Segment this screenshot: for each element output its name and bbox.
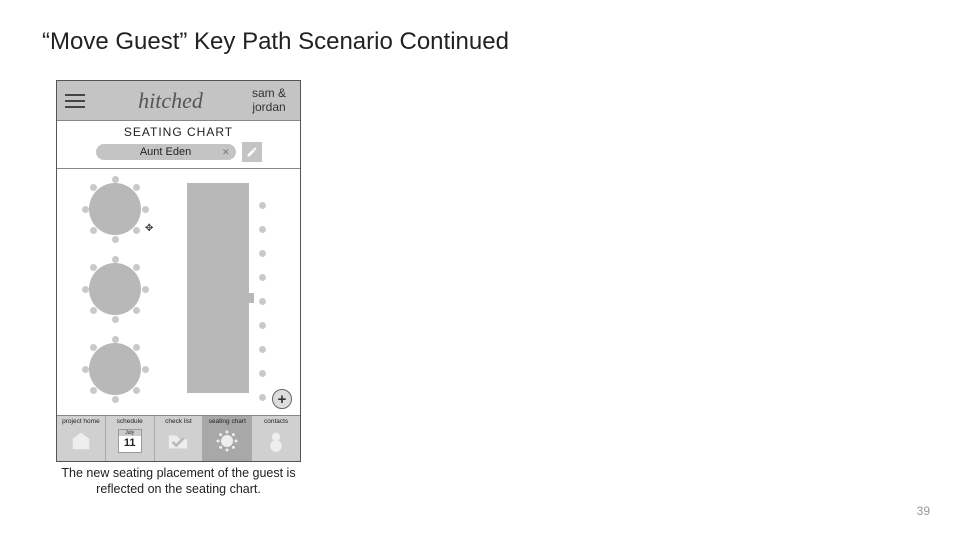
nav-label: schedule	[117, 418, 143, 425]
seat[interactable]	[259, 226, 266, 233]
seat[interactable]	[133, 387, 140, 394]
seat[interactable]	[112, 316, 119, 323]
app-header: hitched sam & jordan	[57, 81, 300, 121]
bottom-nav: project home schedule July11 check list seat…	[57, 415, 300, 461]
nav-label: project home	[62, 418, 100, 425]
seat[interactable]	[259, 202, 266, 209]
seat[interactable]	[82, 286, 89, 293]
screen-title: SEATING CHART	[65, 125, 292, 139]
seat[interactable]	[112, 336, 119, 343]
couple-line1: sam &	[246, 87, 292, 100]
seat[interactable]	[133, 264, 140, 271]
seat[interactable]	[259, 322, 266, 329]
guest-pill[interactable]: Aunt Eden ✕	[96, 144, 236, 160]
seat[interactable]	[90, 387, 97, 394]
seat[interactable]	[142, 286, 149, 293]
clear-icon[interactable]: ✕	[222, 147, 230, 158]
seat[interactable]	[133, 227, 140, 234]
rectangular-table[interactable]	[187, 183, 249, 393]
seat[interactable]	[259, 250, 266, 257]
seat[interactable]	[82, 206, 89, 213]
nav-icon: July11	[116, 427, 144, 455]
guest-pill-label: Aunt Eden	[140, 146, 191, 158]
couple-line2: jordan	[246, 101, 292, 114]
seat[interactable]	[133, 344, 140, 351]
add-button[interactable]: +	[272, 389, 292, 409]
screen-subheader: SEATING CHART Aunt Eden ✕	[57, 121, 300, 169]
nav-icon	[67, 427, 95, 455]
nav-seating-chart[interactable]: seating chart	[203, 416, 252, 461]
seat[interactable]	[90, 227, 97, 234]
phone-mockup: hitched sam & jordan SEATING CHART Aunt …	[56, 80, 301, 462]
seat[interactable]	[259, 274, 266, 281]
nav-icon	[262, 427, 290, 455]
seat[interactable]	[133, 307, 140, 314]
table-handle[interactable]	[249, 293, 254, 303]
seat[interactable]	[112, 176, 119, 183]
seat[interactable]	[90, 307, 97, 314]
seat[interactable]	[112, 396, 119, 403]
seat[interactable]	[142, 206, 149, 213]
slide-caption: The new seating placement of the guest i…	[56, 466, 301, 497]
seat[interactable]	[259, 370, 266, 377]
couple-names: sam & jordan	[246, 87, 292, 113]
hamburger-icon[interactable]	[65, 94, 85, 108]
slide-title: “Move Guest” Key Path Scenario Continued	[42, 28, 509, 56]
nav-schedule[interactable]: schedule July11	[106, 416, 155, 461]
seat[interactable]	[259, 346, 266, 353]
seating-chart-canvas[interactable]: + ✥	[57, 169, 300, 415]
seat[interactable]	[142, 366, 149, 373]
nav-check-list[interactable]: check list	[155, 416, 204, 461]
nav-contacts[interactable]: contacts	[252, 416, 300, 461]
seat[interactable]	[259, 298, 266, 305]
brand-logo: hitched	[95, 88, 246, 114]
nav-label: seating chart	[209, 418, 246, 425]
pencil-icon	[246, 146, 258, 158]
seat[interactable]	[133, 184, 140, 191]
seat[interactable]	[82, 366, 89, 373]
nav-project-home[interactable]: project home	[57, 416, 106, 461]
guest-search-row: Aunt Eden ✕	[65, 142, 292, 162]
nav-label: contacts	[264, 418, 288, 425]
nav-label: check list	[165, 418, 192, 425]
page-number: 39	[917, 504, 930, 518]
seat[interactable]	[112, 236, 119, 243]
seat[interactable]	[259, 394, 266, 401]
nav-icon	[213, 427, 241, 455]
edit-button[interactable]	[242, 142, 262, 162]
drag-cursor-icon: ✥	[145, 223, 153, 234]
seat[interactable]	[112, 256, 119, 263]
nav-icon	[164, 427, 192, 455]
